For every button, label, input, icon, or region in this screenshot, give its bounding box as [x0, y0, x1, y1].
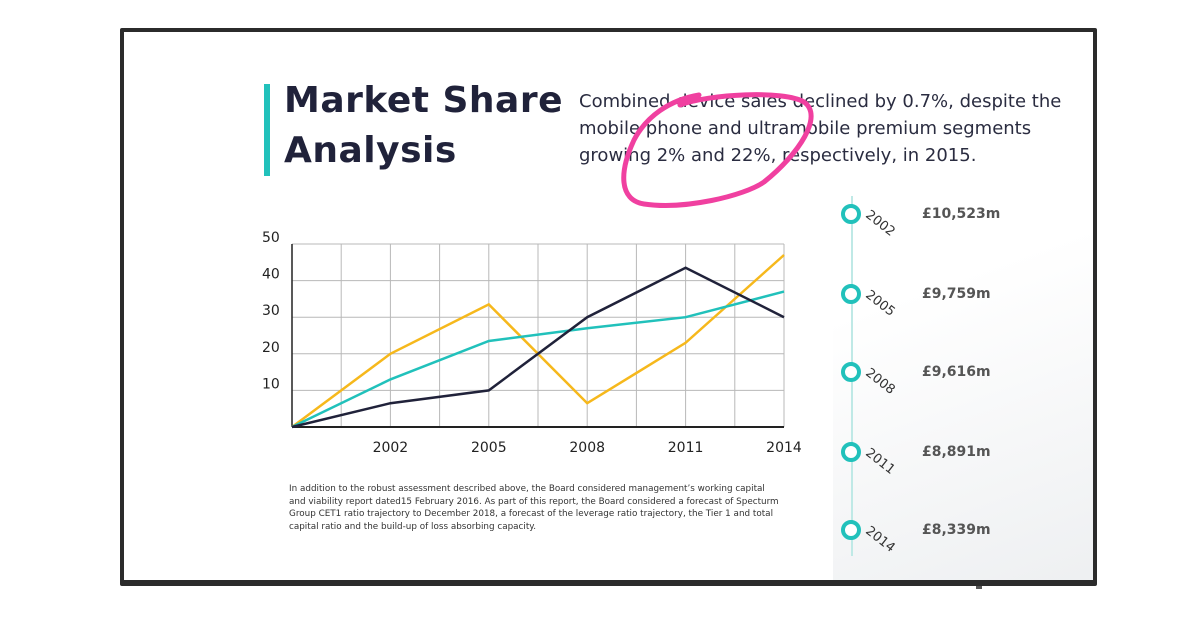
timeline-item: 2011 £8,891m [839, 442, 1093, 482]
timeline-dot-icon [841, 284, 861, 304]
timeline-value: £8,339m [922, 522, 991, 538]
monitor-frame: Market Share Analysis Combined device sa… [120, 28, 1097, 586]
y-tick-label: 30 [262, 303, 280, 319]
timeline-dot-icon [841, 362, 861, 382]
slide: Market Share Analysis Combined device sa… [124, 32, 1093, 580]
timeline-item: 2005 £9,759m [839, 284, 1093, 324]
series-line-2 [291, 290, 785, 429]
y-tick-label: 10 [262, 376, 280, 392]
x-tick-label: 2008 [569, 440, 605, 456]
timeline-year: 2011 [862, 445, 898, 478]
screen-glare [833, 32, 1093, 580]
x-tick-label: 2014 [766, 440, 802, 456]
timeline-dot-icon [841, 520, 861, 540]
timeline-value: £9,759m [922, 286, 991, 302]
timeline-item: 2014 £8,339m [839, 520, 1093, 560]
monitor-stand [976, 586, 982, 589]
y-tick-label: 40 [262, 267, 280, 283]
y-tick-label: 50 [262, 230, 280, 246]
x-tick-label: 2002 [373, 440, 409, 456]
timeline-item: 2008 £9,616m [839, 362, 1093, 402]
timeline-year: 2005 [862, 287, 898, 320]
timeline-value: £10,523m [922, 206, 1001, 222]
series-line-3 [291, 266, 785, 429]
footnote-text: In addition to the robust assessment des… [289, 484, 779, 532]
timeline-year: 2014 [862, 523, 898, 556]
timeline-value: £8,891m [922, 444, 991, 460]
x-tick-label: 2011 [668, 440, 704, 456]
title-line-2: Analysis [284, 130, 457, 171]
x-tick-label: 2005 [471, 440, 507, 456]
timeline-item: 2002 £10,523m [839, 204, 1093, 244]
page-title: Market Share Analysis [284, 76, 563, 176]
timeline-value: £9,616m [922, 364, 991, 380]
y-tick-label: 20 [262, 340, 280, 356]
timeline-year: 2002 [862, 207, 898, 240]
timeline-dot-icon [841, 204, 861, 224]
title-line-1: Market Share [284, 80, 564, 121]
title-accent-bar [264, 84, 270, 176]
timeline-year: 2008 [862, 365, 898, 398]
timeline-dot-icon [841, 442, 861, 462]
line-chart: 10 20 30 40 50 2002 2005 2008 2011 2014 [262, 230, 802, 456]
